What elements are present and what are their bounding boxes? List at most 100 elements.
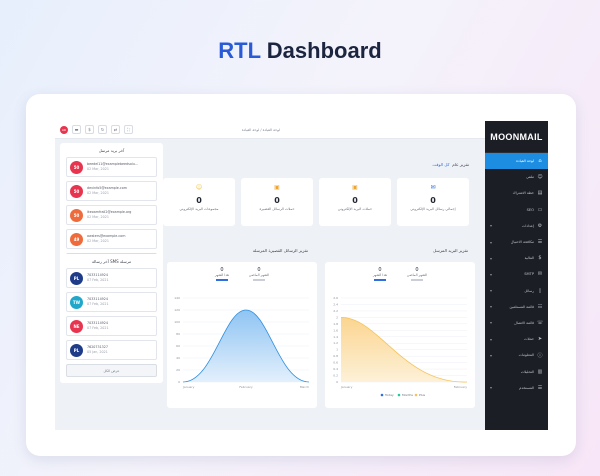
avatar-badge: 49 (70, 232, 83, 246)
x-tick-label: January (182, 385, 195, 389)
sidebar-item[interactable]: ▾ المستخدم ☰ (485, 380, 548, 396)
stat-label: مجموعات البريد الإلكتروني (179, 207, 219, 211)
report-filter[interactable]: كل الوقت (432, 162, 450, 167)
x-tick-label: March (300, 385, 309, 389)
nav-icon: ➤ (537, 336, 543, 343)
sidebar-item-label: مكافحة الاحتيال (510, 240, 534, 245)
legend-label: Plus (419, 393, 426, 397)
list-item[interactable]: 50 devinfo5@example.com 02 Mar, 2021 (66, 181, 157, 201)
avatar[interactable]: AD (60, 125, 68, 134)
sidebar-item[interactable]: ▾ SMTP ✉ (485, 266, 548, 282)
sms-area-chart: 0 20 40 60 80 100 120 140 January February March (174, 296, 309, 389)
sidebar-item[interactable]: التحليلات ▥ (485, 363, 548, 379)
sidebar-item-label: المستخدم (519, 385, 534, 390)
sidebar-item[interactable]: ▾ المالية $ (485, 250, 548, 266)
sidebar-item[interactable]: ▾ رسائل ▯ (485, 283, 548, 299)
stat-value: 0 (352, 196, 358, 205)
y-tick-label: 1.2 (333, 341, 338, 345)
stat-value: 0 (274, 196, 280, 205)
sidebar-item-label: قائمة الاتصال (514, 320, 534, 325)
sidebar-item[interactable]: SEO ▭ (485, 202, 548, 218)
fullscreen-icon[interactable]: ⛶ (124, 125, 133, 134)
mini-stat: 0 الشهر الماضي (249, 267, 269, 281)
mini-stat: 0 هذا الشهر (215, 267, 229, 281)
item-date: 02 Mar, 2021 (87, 167, 109, 171)
chevron-down-icon: ▾ (490, 352, 493, 358)
chevron-down-icon: ▾ (490, 336, 493, 342)
nav-icon: ▭ (537, 206, 543, 213)
sync-icon[interactable]: ⇄ (111, 125, 120, 134)
sidebar-item[interactable]: ▾ المعلومات ⓘ (485, 347, 548, 363)
nav-icon: ⓘ (537, 352, 543, 359)
sidebar-item-label: لوحة القيادة (516, 159, 534, 164)
email-area-chart: 0 0.2 0.4 0.6 0.8 1 1.2 1.4 1.6 1.8 2 2.2 2.4 2.6 Janu… (333, 296, 467, 397)
legend-marker (397, 393, 401, 397)
topbar: AD ▬ $ ↻ ⇄ ⛶ لوحة القيادة / لوحة القيادة (55, 121, 485, 139)
refresh-icon[interactable]: ↻ (98, 125, 107, 134)
y-tick-label: 2.2 (333, 309, 338, 313)
sidebar-item[interactable]: ملفي ☺ (485, 169, 548, 185)
view-all-sms-button[interactable]: عرض الكل (66, 364, 157, 377)
item-date: 02 Mar, 2021 (87, 239, 109, 243)
item-primary: 7033114924 (87, 321, 108, 325)
stat-card: ✉ 0 إجمالي رسائل البريد الإلكتروني (397, 178, 469, 226)
avatar-badge: 50 (70, 184, 83, 198)
list-item[interactable]: 49 awsters@example.com 02 Mar, 2021 (66, 229, 157, 249)
nav-icon: ⚙ (537, 222, 543, 229)
mini-label: هذا الشهر (214, 273, 229, 277)
mini-value: 0 (378, 267, 382, 273)
y-tick-label: 0 (336, 380, 338, 384)
list-item[interactable]: 50 beedel11@examplebeedsolu... 02 Mar, 202… (66, 157, 157, 177)
avatar-badge: TW (70, 295, 83, 309)
list-item[interactable]: 50 ikeoamfrail2@example.org 02 Mar, 2021 (66, 205, 157, 225)
item-primary: awsters@example.com (87, 234, 126, 238)
mini-bar (373, 279, 386, 281)
flag-icon[interactable]: ▬ (72, 125, 81, 134)
nav-icon: ▥ (537, 368, 543, 375)
list-item[interactable]: TW 7033114924 07 Feb, 2021 (66, 292, 157, 312)
mini-label: هذا الشهر (372, 273, 387, 277)
mini-stat: 0 هذا الشهر (373, 267, 387, 281)
report-title: تقرير عام كل الوقت (432, 162, 469, 167)
sidebar-item[interactable]: ▾ حملات ➤ (485, 331, 548, 347)
y-tick-label: 1.4 (333, 335, 338, 339)
sidebar-item[interactable]: خطة الاشتراك ▤ (485, 185, 548, 201)
y-tick-label: 0.4 (333, 367, 338, 371)
avatar-badge: PL (70, 271, 83, 285)
sidebar-item-label: إعدادات (521, 223, 534, 228)
mini-label: الشهر الماضي (406, 273, 428, 277)
y-tick-label: 60 (176, 344, 180, 348)
sidebar-item[interactable]: ▾ إعدادات ⚙ (485, 218, 548, 234)
item-text: 7620731327 05 Jan, 2021 (87, 345, 108, 355)
dashboard-screen: AD ▬ $ ↻ ⇄ ⛶ لوحة القيادة / لوحة القيادة… (55, 121, 548, 430)
y-tick-label: 2 (336, 315, 338, 319)
item-text: ikeoamfrail2@example.org 02 Mar, 2021 (87, 210, 131, 220)
currency-icon[interactable]: $ (85, 125, 94, 134)
sidebar-item[interactable]: ▾ قائمة الاتصال ☏ (485, 315, 548, 331)
sidebar-item-label: SEO (526, 207, 534, 212)
sidebar-item[interactable]: لوحة القيادة ⌂ (485, 153, 548, 170)
item-primary: beedel11@examplebeedsolu... (87, 162, 138, 166)
preview-card: AD ▬ $ ↻ ⇄ ⛶ لوحة القيادة / لوحة القيادة… (26, 94, 576, 456)
list-item[interactable]: PL 7620731327 05 Jan, 2021 (66, 340, 157, 360)
y-tick-label: 0.8 (333, 354, 338, 358)
nav-icon: ⌂ (538, 158, 542, 165)
chevron-down-icon: ▾ (490, 320, 493, 326)
list-item[interactable]: PL 7033114924 07 Feb, 2021 (66, 268, 157, 288)
sidebar-item-label: ملفي (526, 175, 534, 180)
sidebar-item[interactable]: ▾ مكافحة الاحتيال ☰ (485, 234, 548, 250)
stat-icon: ✉ (430, 184, 436, 191)
stat-card: ▣ 0 حملات الرسائل القصيرة (241, 178, 313, 226)
stat-card: ☺ 0 مجموعات البريد الإلكتروني (163, 178, 235, 226)
nav-icon: ☷ (537, 303, 543, 310)
y-tick-label: 40 (176, 356, 180, 360)
sidebar-item[interactable]: ▾ قائمة المستلمين ☷ (485, 299, 548, 315)
sidebar-item-label: قائمة المستلمين (509, 304, 534, 309)
email-chart-title: تقرير البريد المرسل (433, 248, 468, 253)
item-date: 07 Feb, 2021 (87, 278, 109, 282)
area-fill (341, 317, 467, 383)
y-tick-label: 100 (174, 320, 180, 324)
y-tick-label: 2.6 (333, 296, 338, 300)
sidebar: MOONMAIL لوحة القيادة ⌂ ملفي ☺ خطة الاشتراك ▤… (485, 121, 548, 430)
list-item[interactable]: NE 7033114924 07 Feb, 2021 (66, 316, 157, 336)
